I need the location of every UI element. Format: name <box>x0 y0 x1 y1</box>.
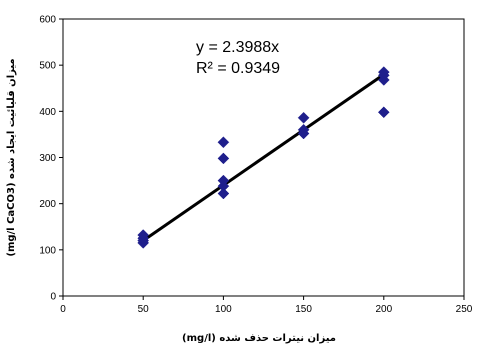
x-axis-title: میزان نیترات حذف شده (mg/l) <box>182 333 336 344</box>
y-axis: 0 100 200 300 400 500 600 <box>39 15 63 303</box>
trendline-r-squared: R² = 0.9349 <box>196 60 280 77</box>
y-tick-label: 200 <box>39 199 56 210</box>
data-point-marker <box>137 229 150 241</box>
x-tick-label: 200 <box>375 304 392 315</box>
data-point-marker <box>297 123 310 136</box>
y-tick-label: 300 <box>39 153 56 164</box>
x-tick-label: 150 <box>295 304 312 315</box>
y-tick-label: 500 <box>39 61 56 72</box>
data-point-marker <box>217 187 230 200</box>
data-point-marker <box>217 136 230 149</box>
x-tick-label: 250 <box>456 304 473 315</box>
y-tick-label: 400 <box>39 107 56 118</box>
data-point-marker <box>377 106 390 119</box>
x-axis: 0 50 100 150 200 250 <box>60 296 473 315</box>
data-point-marker <box>297 111 310 124</box>
y-axis-title: میزان قلیائیت ایجاد شده (mg/l CaCO3) <box>6 58 17 256</box>
data-point-marker <box>217 174 230 187</box>
data-points <box>137 66 390 249</box>
y-tick-label: 600 <box>39 15 56 26</box>
y-tick-label: 0 <box>50 292 56 303</box>
data-point-marker <box>217 152 230 165</box>
x-tick-label: 0 <box>60 304 66 315</box>
y-tick-label: 100 <box>39 245 56 256</box>
x-tick-label: 100 <box>215 304 232 315</box>
trendline <box>142 73 385 242</box>
data-point-marker <box>377 66 390 78</box>
trendline-group <box>142 73 385 242</box>
x-tick-label: 50 <box>138 304 150 315</box>
trendline-equation: y = 2.3988x <box>196 39 279 56</box>
